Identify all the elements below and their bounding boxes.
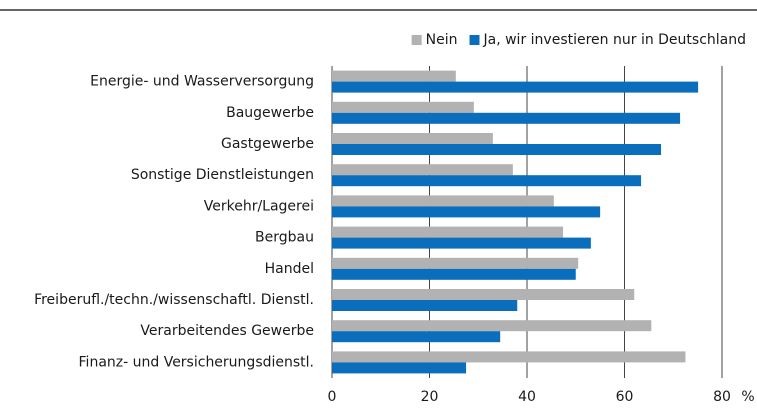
- legend-label: Nein: [426, 32, 458, 48]
- y-tick-label: Bergbau: [255, 230, 314, 246]
- bar: [332, 101, 474, 113]
- x-tick-label: 60: [616, 389, 634, 405]
- x-tick-label: 20: [421, 389, 439, 405]
- y-tick-label: Handel: [265, 261, 314, 277]
- y-tick-label: Gastgewerbe: [221, 136, 314, 152]
- bar: [332, 133, 493, 144]
- x-unit: %: [741, 389, 754, 405]
- y-tick-label: Verarbeitendes Gewerbe: [140, 323, 314, 339]
- x-tick-label: 40: [518, 389, 536, 405]
- bar: [332, 351, 686, 363]
- bar: [332, 206, 601, 218]
- bar: [332, 268, 576, 280]
- bar: [332, 175, 642, 187]
- y-tick-label: Baugewerbe: [226, 105, 314, 121]
- x-tick-label: 0: [328, 389, 337, 405]
- bar: [332, 300, 518, 311]
- bar: [332, 164, 513, 176]
- x-tick-label: 80: [713, 389, 731, 405]
- bar: [332, 257, 579, 269]
- y-tick-label: Energie- und Wasserversorgung: [90, 74, 314, 90]
- legend-label: Ja, wir investieren nur in Deutschland: [483, 32, 747, 48]
- bar: [332, 70, 456, 82]
- bar: [332, 112, 681, 124]
- y-tick-label: Finanz- und Versicherungsdienstl.: [79, 354, 314, 370]
- legend-swatch: [469, 35, 480, 45]
- bar: [332, 289, 635, 300]
- bar: [332, 226, 564, 238]
- bar: [332, 237, 591, 249]
- bar: [332, 144, 662, 155]
- bar: [332, 81, 699, 93]
- bar: [332, 362, 467, 374]
- bar: [332, 320, 652, 332]
- bar: [332, 195, 554, 207]
- y-tick-label: Freiberufl./techn./wissenschaftl. Dienst…: [34, 292, 314, 308]
- y-tick-label: Sonstige Dienstleistungen: [131, 167, 314, 183]
- bar: [332, 331, 501, 343]
- legend-swatch: [411, 35, 422, 45]
- y-tick-label: Verkehr/Lagerei: [204, 198, 314, 214]
